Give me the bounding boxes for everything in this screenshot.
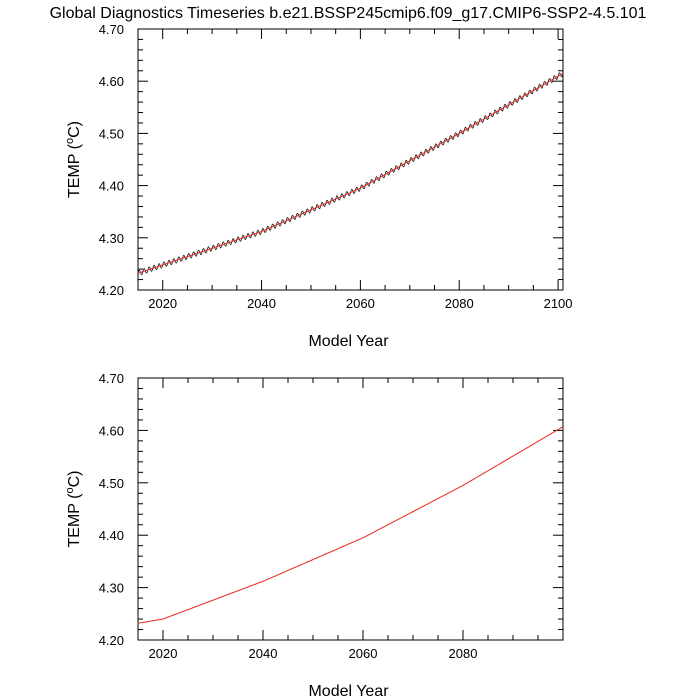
y-axis-label-main: TEMP (	[66, 143, 83, 198]
series-line-annual	[137, 426, 564, 624]
plot-frame	[137, 377, 564, 641]
y-tick-label: 4.50	[99, 126, 124, 141]
y-axis-label-sup: o	[64, 487, 76, 493]
y-tick-label: 4.40	[99, 528, 124, 543]
x-tick-label: 2100	[544, 296, 573, 311]
x-tick-label: 2020	[148, 296, 177, 311]
series-line-annual	[137, 72, 564, 274]
x-axis-label: Model Year	[308, 333, 389, 350]
y-axis-label: TEMP (oC)	[64, 471, 83, 548]
figure-title: Global Diagnostics Timeseries b.e21.BSSP…	[50, 5, 647, 22]
x-tick-label: 2060	[349, 646, 378, 661]
series-line-monthly	[137, 72, 564, 276]
y-tick-label: 4.20	[99, 283, 124, 298]
y-tick-label: 4.60	[99, 74, 124, 89]
top-panel: 2020 2040 2060 2080 2100 4.20 4.30 4.40 4.50 4.60…	[64, 22, 573, 350]
y-tick-label: 4.50	[99, 476, 124, 491]
y-tick-label: 4.60	[99, 423, 124, 438]
x-tick-label: 2080	[445, 296, 474, 311]
y-tick-label: 4.40	[99, 179, 124, 194]
x-tick-label: 2080	[449, 646, 478, 661]
x-axis-label: Model Year	[308, 683, 389, 700]
y-tick-label: 4.70	[99, 371, 124, 386]
y-axis-label-main: TEMP (	[66, 493, 83, 548]
x-tick-label: 2040	[247, 296, 276, 311]
y-axis-label-end: C)	[66, 471, 83, 488]
x-tick-label: 2060	[346, 296, 375, 311]
y-tick-label: 4.30	[99, 581, 124, 596]
y-tick-label: 4.30	[99, 231, 124, 246]
y-tick-label: 4.20	[99, 633, 124, 648]
plot-frame	[137, 28, 564, 291]
y-axis-label-sup: o	[64, 138, 76, 144]
y-tick-label: 4.70	[99, 22, 124, 37]
bottom-panel: 2020 2040 2060 2080 4.20 4.30 4.40 4.50 4.60 4.70…	[64, 371, 564, 700]
x-tick-label: 2040	[249, 646, 278, 661]
y-axis-label-end: C)	[66, 121, 83, 138]
y-axis-label: TEMP (oC)	[64, 121, 83, 198]
x-tick-label: 2020	[149, 646, 178, 661]
